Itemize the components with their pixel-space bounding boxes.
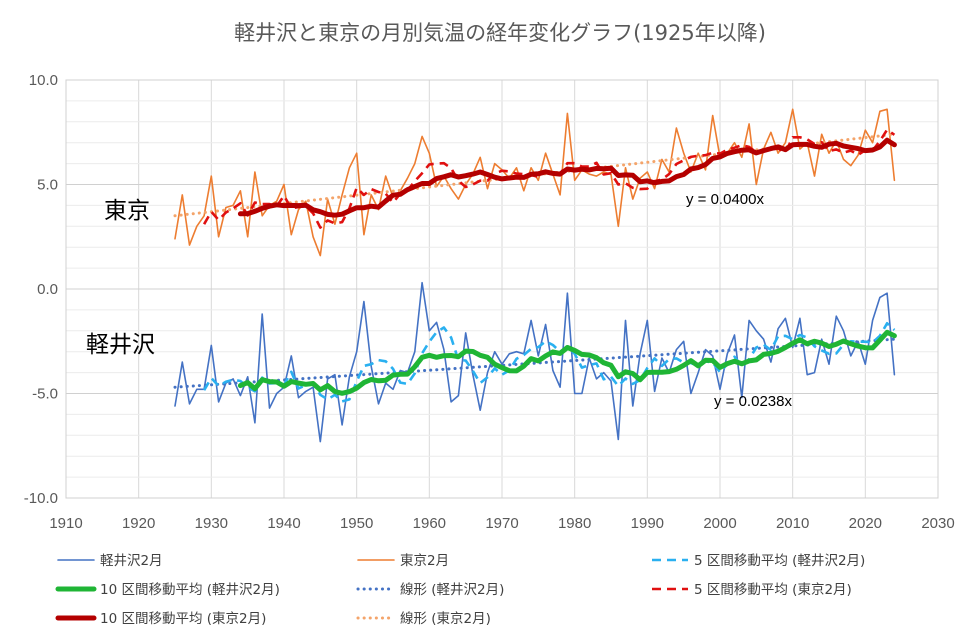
legend-entry: 5 区間移動平均 (東京2月) bbox=[694, 582, 852, 598]
plot-border bbox=[65, 79, 939, 499]
legend-entry: 5 区間移動平均 (軽井沢2月) bbox=[694, 553, 865, 569]
x-tick-label: 1940 bbox=[267, 515, 300, 532]
place-label: 軽井沢 bbox=[86, 332, 155, 358]
trend-equation: y = 0.0400x bbox=[686, 191, 764, 208]
legend-entry: 線形 (東京2月) bbox=[400, 611, 491, 627]
y-axis-ticks: 10.0 5.0 0.0 -5.0 -10.0 bbox=[24, 72, 58, 507]
series-tokyo-feb bbox=[174, 108, 896, 257]
legend: 軽井沢2月 東京2月 5 区間移動平均 (軽井沢2月) 10 区間移動平均 (軽井沢2… bbox=[55, 553, 865, 627]
legend-entry: 10 区間移動平均 (東京2月) bbox=[100, 611, 266, 627]
y-tick-label: 0.0 bbox=[37, 281, 58, 298]
series-karuizawa-ma5 bbox=[202, 322, 896, 403]
legend-entry: 軽井沢2月 bbox=[100, 553, 163, 569]
series-karuizawa-feb bbox=[174, 281, 896, 443]
y-tick-label: 10.0 bbox=[29, 72, 58, 89]
y-tick-label: -10.0 bbox=[24, 490, 58, 507]
x-axis-ticks: 1910 1920 1930 1940 1950 1960 1970 1980 1990 2000… bbox=[49, 515, 954, 532]
legend-entry: 線形 (軽井沢2月) bbox=[400, 582, 504, 598]
trend-equation: y = 0.0238x bbox=[714, 393, 792, 410]
x-tick-label: 1980 bbox=[558, 515, 591, 532]
x-tick-label: 2030 bbox=[921, 515, 954, 532]
legend-entry: 東京2月 bbox=[400, 553, 449, 569]
x-tick-label: 1910 bbox=[49, 515, 82, 532]
y-tick-label: -5.0 bbox=[32, 386, 58, 403]
x-tick-label: 1990 bbox=[631, 515, 664, 532]
x-tick-label: 1950 bbox=[340, 515, 373, 532]
series-karuizawa-linear bbox=[173, 337, 896, 389]
x-tick-label: 1920 bbox=[122, 515, 155, 532]
series-karuizawa-ma10 bbox=[237, 329, 897, 396]
x-tick-label: 1970 bbox=[485, 515, 518, 532]
series-tokyo-ma10 bbox=[237, 137, 897, 218]
place-label: 東京 bbox=[104, 198, 150, 224]
x-tick-label: 1960 bbox=[413, 515, 446, 532]
x-tick-label: 1930 bbox=[195, 515, 228, 532]
legend-entry: 10 区間移動平均 (軽井沢2月) bbox=[100, 582, 280, 598]
y-tick-label: 5.0 bbox=[37, 177, 58, 194]
chart-title: 軽井沢と東京の月別気温の経年変化グラフ(1925年以降) bbox=[234, 21, 766, 45]
x-tick-label: 2020 bbox=[849, 515, 882, 532]
plot-lines bbox=[173, 108, 897, 443]
x-tick-label: 2000 bbox=[703, 515, 736, 532]
x-tick-label: 2010 bbox=[776, 515, 809, 532]
